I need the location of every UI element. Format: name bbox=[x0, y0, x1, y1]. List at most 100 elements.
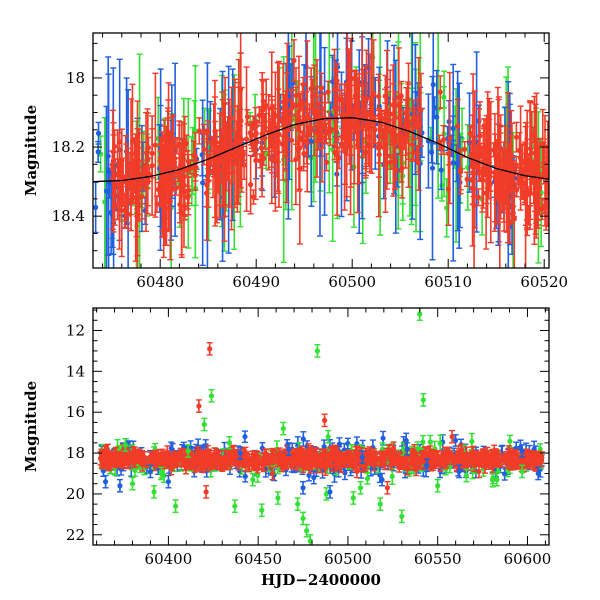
top-red-point bbox=[296, 92, 303, 245]
bottom-red-point bbox=[141, 451, 148, 464]
bottom-green-outlier bbox=[434, 478, 441, 493]
top-red-point bbox=[244, 109, 251, 125]
bottom-red-outlier bbox=[449, 429, 456, 444]
top-red-point bbox=[504, 128, 511, 201]
bottom-blue-outlier bbox=[165, 474, 172, 489]
bottom-red-point bbox=[124, 451, 131, 466]
top-red-point bbox=[510, 205, 517, 221]
top-red-point bbox=[335, 146, 342, 170]
bottom-y-tick-label: 12 bbox=[66, 321, 85, 339]
bottom-blue-outlier bbox=[379, 472, 386, 487]
bottom-plot-frame bbox=[92, 307, 550, 546]
top-y-tick-label: 18.2 bbox=[52, 138, 85, 156]
top-red-point bbox=[184, 185, 191, 210]
bottom-green-outlier bbox=[493, 472, 500, 487]
bottom-red-point bbox=[535, 453, 542, 467]
bottom-green-outlier bbox=[122, 438, 129, 452]
top-blue-point bbox=[430, 33, 437, 145]
top-red-point bbox=[130, 167, 137, 205]
top-red-point bbox=[228, 105, 235, 131]
top-red-point bbox=[290, 39, 297, 83]
top-x-tick-label: 60480 bbox=[136, 273, 184, 291]
bottom-y-tick-label: 22 bbox=[66, 526, 85, 544]
bottom-green-outlier bbox=[249, 472, 256, 487]
top-red-point bbox=[507, 175, 514, 191]
top-red-point bbox=[173, 137, 180, 155]
bottom-red-point bbox=[215, 450, 222, 464]
top-red-point bbox=[229, 161, 236, 184]
top-red-point bbox=[352, 69, 359, 122]
top-red-point bbox=[387, 153, 394, 170]
bottom-red-point bbox=[373, 451, 380, 467]
bottom-red-point bbox=[117, 452, 124, 467]
top-red-point bbox=[409, 126, 416, 162]
bottom-green-outlier bbox=[151, 485, 158, 499]
bottom-red-point bbox=[101, 456, 108, 469]
top-red-point bbox=[111, 129, 118, 164]
bottom-red-point bbox=[204, 451, 211, 462]
bottom-green-outlier bbox=[314, 344, 321, 358]
bottom-green-outlier bbox=[274, 491, 281, 505]
bottom-y-tick-label: 14 bbox=[66, 362, 85, 380]
bottom-y-tick-label: 16 bbox=[66, 403, 85, 421]
top-red-point bbox=[475, 188, 482, 207]
bottom-blue-outlier bbox=[285, 442, 292, 456]
bottom-blue-outlier bbox=[404, 442, 411, 456]
top-red-point bbox=[309, 78, 316, 114]
top-red-point bbox=[171, 157, 178, 178]
top-red-point bbox=[247, 124, 254, 141]
bottom-y-axis-label: Magnitude bbox=[22, 381, 40, 472]
top-red-point bbox=[116, 170, 123, 250]
top-red-point bbox=[445, 151, 452, 226]
top-red-point bbox=[263, 78, 270, 133]
top-red-point bbox=[534, 138, 541, 230]
top-red-point bbox=[486, 97, 493, 192]
bottom-red-point bbox=[283, 457, 290, 470]
bottom-blue-outlier bbox=[423, 458, 430, 473]
top-red-point bbox=[206, 153, 213, 172]
top-red-point bbox=[533, 92, 540, 228]
bottom-red-point bbox=[343, 451, 350, 465]
top-data-points bbox=[93, 33, 549, 268]
top-red-point bbox=[184, 150, 191, 191]
bottom-axes: 60400 60450 60500 60550 60600 12 14 16 18 20 22 Mag… bbox=[22, 307, 551, 589]
top-x-tick-label: 60490 bbox=[232, 273, 280, 291]
top-red-point bbox=[200, 123, 207, 140]
bottom-red-point bbox=[327, 446, 334, 459]
bottom-red-outlier bbox=[413, 462, 420, 477]
bottom-red-point bbox=[429, 455, 436, 469]
bottom-green-point bbox=[506, 434, 513, 449]
bottom-red-point bbox=[132, 448, 139, 460]
bottom-blue-outlier bbox=[116, 478, 123, 493]
top-red-point bbox=[521, 144, 528, 179]
top-blue-point bbox=[93, 181, 99, 234]
bottom-green-outlier bbox=[350, 491, 357, 505]
bottom-green-outlier bbox=[201, 417, 208, 432]
bottom-red-point bbox=[441, 452, 448, 466]
bottom-blue-outlier bbox=[147, 464, 154, 479]
top-red-point bbox=[205, 120, 212, 143]
bottom-red-point bbox=[381, 450, 388, 462]
top-red-point bbox=[397, 98, 404, 173]
bottom-green-outlier bbox=[280, 421, 287, 436]
bottom-red-outlier bbox=[206, 342, 213, 356]
top-red-point bbox=[215, 145, 222, 193]
bottom-red-outlier bbox=[353, 464, 360, 479]
top-red-point bbox=[513, 121, 520, 153]
top-x-tick-label: 60500 bbox=[328, 273, 376, 291]
bottom-blue-outlier bbox=[456, 464, 463, 479]
bottom-x-tick-label: 60450 bbox=[234, 550, 282, 568]
bottom-green-outlier bbox=[398, 509, 405, 524]
top-red-point bbox=[323, 153, 330, 172]
top-red-point bbox=[300, 76, 307, 93]
bottom-red-point bbox=[471, 452, 478, 468]
bottom-green-outlier bbox=[129, 476, 136, 491]
bottom-red-point bbox=[366, 449, 373, 465]
bottom-red-point bbox=[107, 451, 114, 465]
top-red-point bbox=[280, 62, 287, 181]
top-red-point bbox=[417, 72, 424, 147]
top-red-point bbox=[268, 150, 275, 168]
bottom-green-outlier bbox=[463, 468, 470, 483]
top-red-point bbox=[132, 133, 139, 262]
top-red-point bbox=[398, 80, 405, 111]
